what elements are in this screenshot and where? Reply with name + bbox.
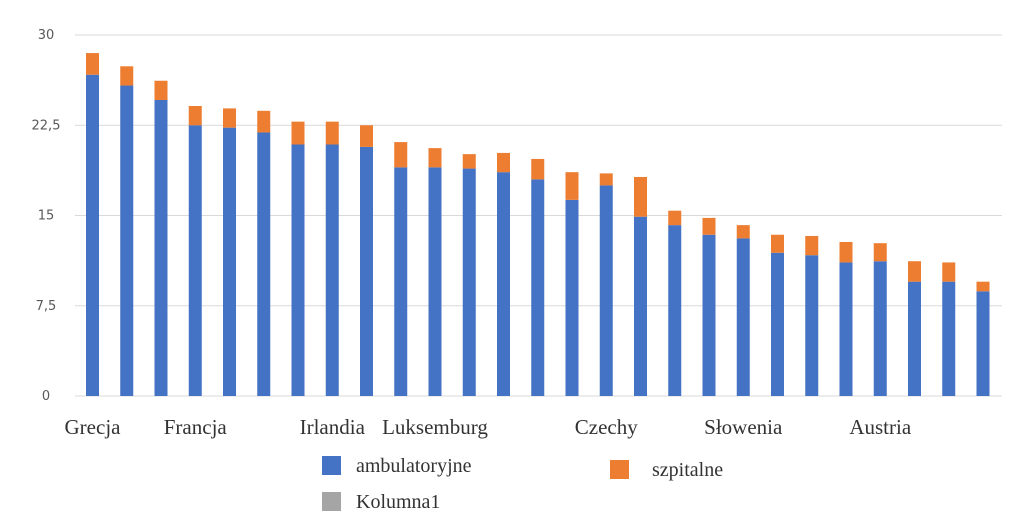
bar-segment-szpitalne-8 bbox=[360, 125, 373, 147]
legend-label-kolumna1: Kolumna1 bbox=[356, 491, 440, 512]
bar-segment-szpitalne-0 bbox=[86, 53, 99, 75]
bar-segment-szpitalne-26 bbox=[976, 281, 990, 292]
bar-segment-ambulatoryjne-1 bbox=[120, 85, 134, 396]
x-tick-label: Luksemburg bbox=[382, 415, 488, 439]
bar-segment-ambulatoryjne-25 bbox=[942, 281, 956, 396]
bar-segment-ambulatoryjne-17 bbox=[668, 225, 682, 396]
x-tick-label: Grecja bbox=[65, 415, 122, 439]
bar-segment-szpitalne-15 bbox=[599, 173, 613, 186]
bar-segment-ambulatoryjne-13 bbox=[531, 179, 545, 396]
bar-segment-szpitalne-17 bbox=[668, 210, 682, 226]
legend: ambulatoryjne szpitalne Kolumna1 bbox=[322, 455, 723, 512]
bar-segment-szpitalne-14 bbox=[565, 172, 579, 200]
bar-segment-ambulatoryjne-19 bbox=[736, 238, 750, 396]
bar-segment-ambulatoryjne-18 bbox=[702, 234, 716, 396]
bar-segment-ambulatoryjne-26 bbox=[976, 291, 990, 396]
y-tick-label: 22,5 bbox=[32, 118, 61, 133]
bar-segment-szpitalne-13 bbox=[531, 158, 545, 180]
x-tick-label: Irlandia bbox=[300, 415, 366, 439]
bar-segment-szpitalne-4 bbox=[223, 108, 236, 128]
bar-segment-ambulatoryjne-2 bbox=[154, 99, 168, 396]
x-tick-label: Słowenia bbox=[704, 415, 783, 439]
bar-segment-ambulatoryjne-12 bbox=[497, 172, 510, 396]
bar-segment-szpitalne-25 bbox=[942, 262, 956, 282]
bar-segment-szpitalne-7 bbox=[325, 121, 339, 145]
bar-segment-szpitalne-18 bbox=[702, 217, 716, 235]
bar-segment-szpitalne-5 bbox=[257, 110, 271, 133]
y-tick-label: 0 bbox=[42, 389, 50, 404]
y-tick-label: 7,5 bbox=[36, 299, 57, 314]
legend-swatch-kolumna1 bbox=[322, 492, 341, 511]
bar-segment-szpitalne-16 bbox=[634, 176, 647, 217]
legend-label-ambulatoryjne: ambulatoryjne bbox=[356, 455, 472, 477]
bar-segment-szpitalne-6 bbox=[291, 121, 305, 145]
bar-segment-ambulatoryjne-5 bbox=[257, 132, 271, 396]
bar-segment-szpitalne-2 bbox=[154, 80, 168, 100]
bar-segment-ambulatoryjne-14 bbox=[565, 199, 579, 396]
bar-segment-szpitalne-12 bbox=[497, 152, 510, 173]
bar-segment-szpitalne-1 bbox=[120, 66, 134, 86]
bar-segment-ambulatoryjne-0 bbox=[86, 74, 99, 397]
bar-segment-szpitalne-23 bbox=[873, 243, 887, 262]
bar-segment-ambulatoryjne-22 bbox=[839, 262, 853, 396]
x-tick-label: Czechy bbox=[575, 415, 638, 439]
bar-segment-ambulatoryjne-21 bbox=[805, 255, 819, 396]
bars bbox=[86, 53, 990, 397]
bar-segment-szpitalne-24 bbox=[908, 261, 921, 282]
y-tick-label: 15 bbox=[38, 209, 55, 224]
bar-segment-ambulatoryjne-9 bbox=[394, 167, 408, 396]
bar-segment-ambulatoryjne-8 bbox=[360, 146, 373, 396]
bar-segment-ambulatoryjne-7 bbox=[325, 144, 339, 396]
bar-segment-szpitalne-9 bbox=[394, 142, 408, 168]
x-axis-ticks: Grecja Francja Irlandia Luksemburg Czechy Sło… bbox=[65, 415, 912, 439]
bar-segment-szpitalne-3 bbox=[188, 106, 202, 126]
bar-segment-ambulatoryjne-15 bbox=[599, 185, 613, 396]
bar-segment-szpitalne-21 bbox=[805, 235, 819, 256]
bar-segment-ambulatoryjne-4 bbox=[223, 127, 236, 396]
bar-segment-szpitalne-19 bbox=[736, 225, 750, 239]
y-tick-label: 30 bbox=[38, 28, 55, 43]
y-axis-ticks: 0 7,5 15 22,5 30 bbox=[32, 28, 61, 404]
bar-segment-szpitalne-11 bbox=[462, 154, 476, 169]
legend-label-szpitalne: szpitalne bbox=[652, 459, 723, 481]
bar-segment-ambulatoryjne-23 bbox=[873, 261, 887, 396]
legend-swatch-szpitalne bbox=[610, 460, 629, 479]
legend-swatch-ambulatoryjne bbox=[322, 456, 341, 475]
bar-segment-ambulatoryjne-3 bbox=[188, 125, 202, 396]
x-tick-label: Austria bbox=[849, 415, 912, 439]
bar-segment-ambulatoryjne-10 bbox=[428, 167, 442, 396]
bar-segment-ambulatoryjne-24 bbox=[908, 281, 921, 396]
bar-segment-szpitalne-22 bbox=[839, 241, 853, 263]
bar-segment-ambulatoryjne-20 bbox=[771, 252, 784, 396]
bar-segment-ambulatoryjne-6 bbox=[291, 144, 305, 396]
x-tick-label: Francja bbox=[164, 415, 228, 439]
bar-segment-szpitalne-20 bbox=[771, 234, 784, 253]
bar-segment-szpitalne-10 bbox=[428, 148, 442, 168]
bar-segment-ambulatoryjne-16 bbox=[634, 216, 647, 396]
bar-segment-ambulatoryjne-11 bbox=[462, 168, 476, 396]
